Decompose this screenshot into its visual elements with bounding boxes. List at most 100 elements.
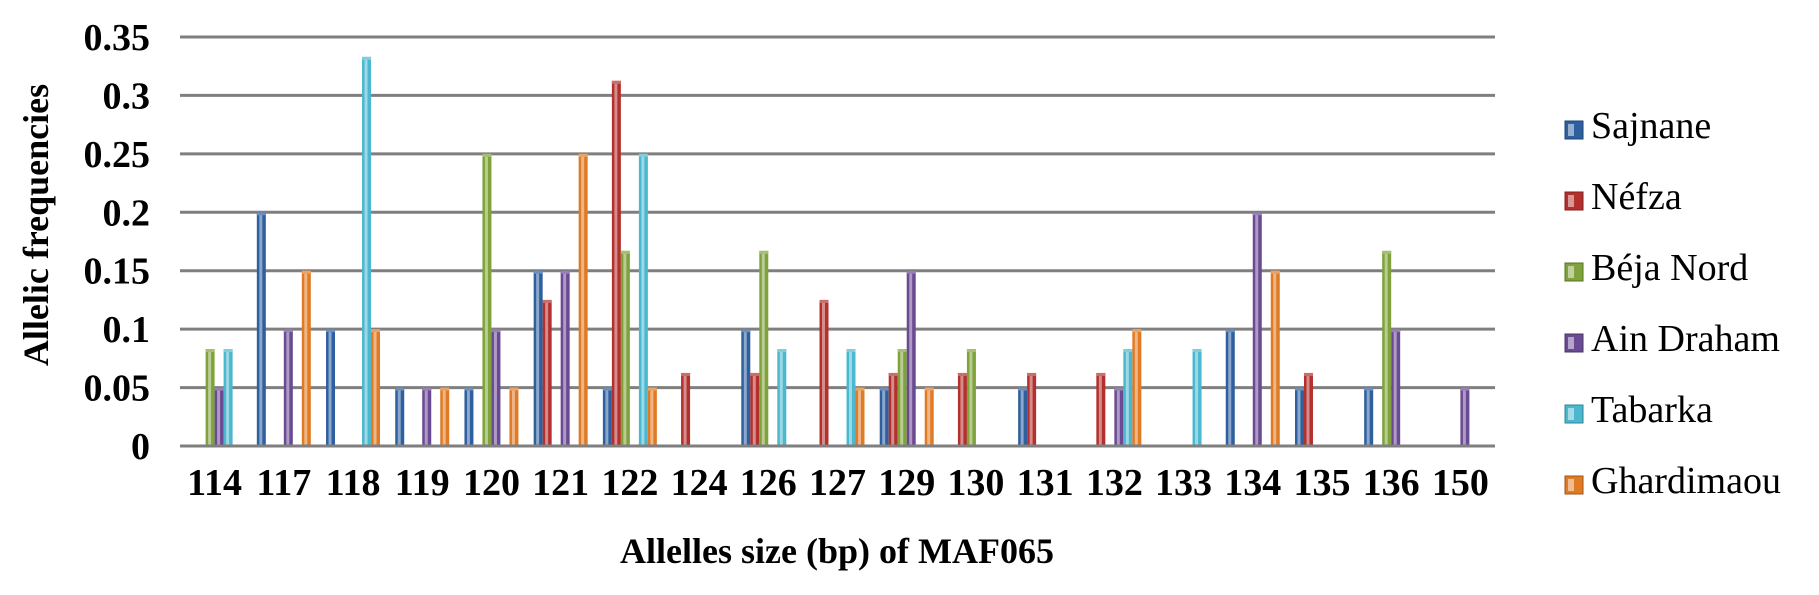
bar-cap xyxy=(611,80,621,84)
y-tick-label: 0.1 xyxy=(103,309,151,351)
x-tick-label: 131 xyxy=(1017,462,1074,504)
bar-cap xyxy=(1252,212,1262,216)
bar xyxy=(440,387,450,446)
bar-highlight xyxy=(1393,330,1397,445)
bar-highlight xyxy=(545,300,549,445)
x-tick-label: 120 xyxy=(463,462,520,504)
bar-highlight xyxy=(1125,350,1129,445)
bar-cap xyxy=(924,387,934,391)
bar-cap xyxy=(681,372,691,376)
x-tick-label: 127 xyxy=(809,462,866,504)
x-tick-label: 124 xyxy=(671,462,728,504)
bar-highlight xyxy=(484,154,488,445)
x-tick-label: 134 xyxy=(1224,462,1281,504)
x-tick-label: 121 xyxy=(532,462,589,504)
bar xyxy=(638,153,648,446)
x-tick-label: 118 xyxy=(326,462,381,504)
bar xyxy=(1114,387,1124,446)
bar-highlight xyxy=(563,271,567,445)
bar-cap xyxy=(205,349,215,353)
bar xyxy=(647,387,657,446)
x-tick-label: 119 xyxy=(395,462,450,504)
bar xyxy=(482,153,492,446)
bar-highlight xyxy=(1273,271,1277,445)
bar-cap xyxy=(759,250,769,254)
bar-cap xyxy=(819,299,829,303)
bar xyxy=(560,270,570,446)
bar xyxy=(906,270,916,446)
bar-cap xyxy=(533,270,543,274)
bar-cap xyxy=(440,387,450,391)
legend-swatch-highlight xyxy=(1568,337,1574,349)
bar-cap xyxy=(957,372,967,376)
bar-highlight xyxy=(683,373,687,445)
bar-highlight xyxy=(822,300,825,445)
bar-highlight xyxy=(891,373,895,445)
x-tick-label: 126 xyxy=(740,462,797,504)
bar-cap xyxy=(482,153,492,157)
bar-highlight xyxy=(969,350,973,445)
bar xyxy=(1270,270,1280,446)
x-tick-label: 122 xyxy=(601,462,658,504)
bar-cap xyxy=(283,329,293,333)
bar xyxy=(879,387,889,446)
bar-highlight xyxy=(286,330,290,445)
bar-highlight xyxy=(858,388,861,445)
bar-highlight xyxy=(1462,388,1466,445)
bar xyxy=(256,212,266,446)
bar xyxy=(681,372,691,446)
bar-cap xyxy=(1096,372,1106,376)
legend-item: Tabarka xyxy=(1564,389,1713,431)
y-tick-label: 0.05 xyxy=(84,368,151,410)
x-tick-label: 132 xyxy=(1086,462,1143,504)
legend-swatch-highlight xyxy=(1568,124,1574,136)
bar-highlight xyxy=(900,350,904,445)
bar-highlight xyxy=(259,213,263,445)
bar-highlight xyxy=(650,388,654,445)
legend-swatch-highlight xyxy=(1568,195,1574,207)
bar-highlight xyxy=(536,271,540,445)
bar xyxy=(759,250,769,446)
bar-highlight xyxy=(397,388,401,445)
bar-highlight xyxy=(217,388,221,445)
bar-highlight xyxy=(511,388,515,445)
bar-cap xyxy=(326,329,336,333)
bar-cap xyxy=(1364,387,1374,391)
bar-highlight xyxy=(493,330,497,445)
bar xyxy=(620,250,630,446)
bars xyxy=(205,56,1470,447)
bar-cap xyxy=(879,387,889,391)
x-tick-label: 133 xyxy=(1155,462,1212,504)
bar xyxy=(1391,329,1401,446)
bar-highlight xyxy=(743,330,747,445)
bar xyxy=(1460,387,1470,446)
bar xyxy=(819,299,829,446)
bar xyxy=(1252,212,1262,446)
bar-cap xyxy=(362,56,372,60)
bar-highlight xyxy=(1098,373,1102,445)
bar xyxy=(464,387,474,446)
y-tick-label: 0.35 xyxy=(84,17,151,59)
bar-highlight xyxy=(614,81,618,446)
bar-cap xyxy=(855,387,865,391)
bar xyxy=(1096,372,1106,446)
bar-cap xyxy=(578,153,588,157)
y-tick-label: 0.15 xyxy=(84,251,151,293)
bar xyxy=(846,349,856,446)
bar-highlight xyxy=(1228,330,1232,445)
bar xyxy=(371,329,381,446)
bar xyxy=(777,349,787,446)
bar xyxy=(542,299,552,446)
bar-highlight xyxy=(882,388,886,445)
y-tick-label: 0.25 xyxy=(84,134,151,176)
bar-cap xyxy=(647,387,657,391)
bar-highlight xyxy=(1366,388,1370,445)
bar-highlight xyxy=(927,388,931,445)
bar xyxy=(509,387,519,446)
bar-highlight xyxy=(1306,373,1310,445)
y-tick-labels: 0 0.05 0.1 0.15 0.2 0.25 0.3 0.35 xyxy=(84,17,151,468)
bar-cap xyxy=(214,387,224,391)
bar-highlight xyxy=(1116,388,1120,445)
legend-item: Ghardimaou xyxy=(1564,460,1781,502)
legend-label: Sajnane xyxy=(1591,105,1711,147)
